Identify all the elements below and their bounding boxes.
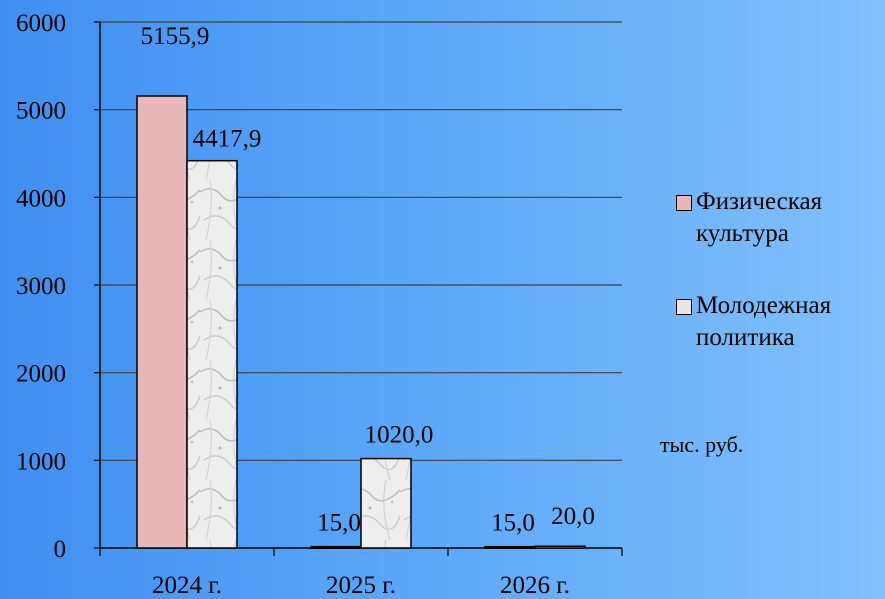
bar-physical-culture <box>136 95 188 549</box>
data-label: 5155,9 <box>141 23 210 50</box>
bar-physical-culture <box>310 545 362 549</box>
legend: Физическая культура Молодежная политика <box>676 186 885 394</box>
x-category-label: 2026 г. <box>500 572 570 599</box>
y-tick-label: 6000 <box>16 10 66 37</box>
y-tick-label: 4000 <box>16 185 66 212</box>
bar-youth-policy <box>186 159 238 549</box>
x-category-label: 2024 г. <box>152 572 222 599</box>
y-tick-label: 1000 <box>16 448 66 475</box>
y-tick-label: 0 <box>54 536 67 563</box>
y-tick-label: 3000 <box>16 273 66 300</box>
y-tick-label: 5000 <box>16 98 66 125</box>
legend-item-physical-culture: Физическая культура <box>676 186 885 250</box>
legend-swatch-physical-culture <box>676 195 692 211</box>
bar-physical-culture <box>484 545 536 549</box>
bar-youth-policy <box>360 457 412 549</box>
legend-label-physical-culture: Физическая культура <box>696 188 823 247</box>
data-label: 20,0 <box>551 503 595 530</box>
data-label: 4417,9 <box>193 126 262 153</box>
y-tick-label: 2000 <box>16 361 66 388</box>
x-category-label: 2025 г. <box>326 572 396 599</box>
data-label: 15,0 <box>317 510 361 537</box>
data-label: 15,0 <box>491 510 535 537</box>
legend-item-youth-policy: Молодежная политика <box>676 290 885 354</box>
bar-youth-policy <box>534 545 586 549</box>
data-label: 1020,0 <box>365 422 434 449</box>
unit-note: тыс. руб. <box>660 432 744 457</box>
legend-label-youth-policy: Молодежная политика <box>696 292 832 351</box>
legend-swatch-youth-policy <box>676 299 692 315</box>
